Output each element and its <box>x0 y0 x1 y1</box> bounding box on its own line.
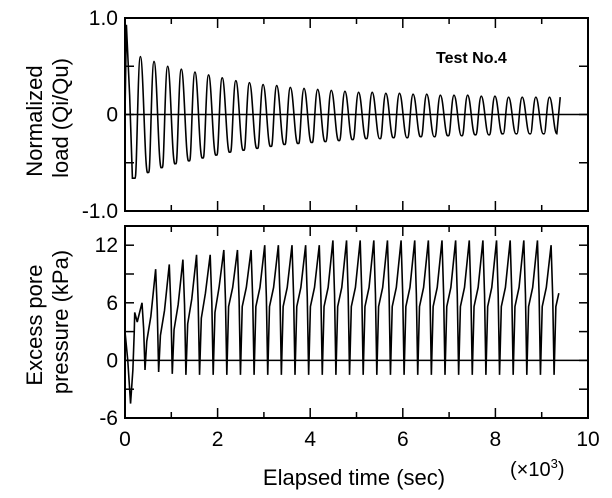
x-tick-label: 10 <box>576 428 599 451</box>
bottom-pore-pressure-series-line <box>124 240 560 404</box>
x-tick-label: 6 <box>397 428 409 451</box>
bottom-ytick-label: 6 <box>106 292 118 315</box>
top-ytick-label: -1.0 <box>82 200 118 223</box>
x-tick-label: 8 <box>490 428 502 451</box>
bottom-ytick-label: -6 <box>99 407 118 430</box>
top-load-series-line <box>124 24 562 179</box>
bottom-ylabel-line1: Excess pore <box>22 265 47 386</box>
x-axis-label: Elapsed time (sec) <box>263 465 445 490</box>
bottom-ylabel: Excess pore pressure (kPa) <box>22 250 73 394</box>
top-ytick-label: 0 <box>106 104 118 127</box>
x-tick-label: 4 <box>304 428 316 451</box>
test-annotation: Test No.4 <box>436 50 507 67</box>
x-axis-multiplier-exp: 3 <box>551 456 558 471</box>
top-ylabel-line1: Normalized <box>22 65 47 176</box>
x-tick-label: 2 <box>212 428 224 451</box>
bottom-panel-frame <box>124 225 589 419</box>
x-axis-multiplier-prefix: (×10 <box>510 459 551 481</box>
x-tick-label: 0 <box>119 428 131 451</box>
x-axis-multiplier-suffix: ) <box>558 459 565 481</box>
top-ytick-label: 1.0 <box>89 7 118 30</box>
bottom-ytick-label: 12 <box>95 234 118 257</box>
top-ylabel: Normalized load (Qi/Qu) <box>22 58 73 178</box>
top-ylabel-line2: load (Qi/Qu) <box>48 58 73 178</box>
bottom-ylabel-line2: pressure (kPa) <box>48 250 73 394</box>
x-axis-multiplier: (×103) <box>510 456 565 481</box>
bottom-ytick-label: 0 <box>106 349 118 372</box>
